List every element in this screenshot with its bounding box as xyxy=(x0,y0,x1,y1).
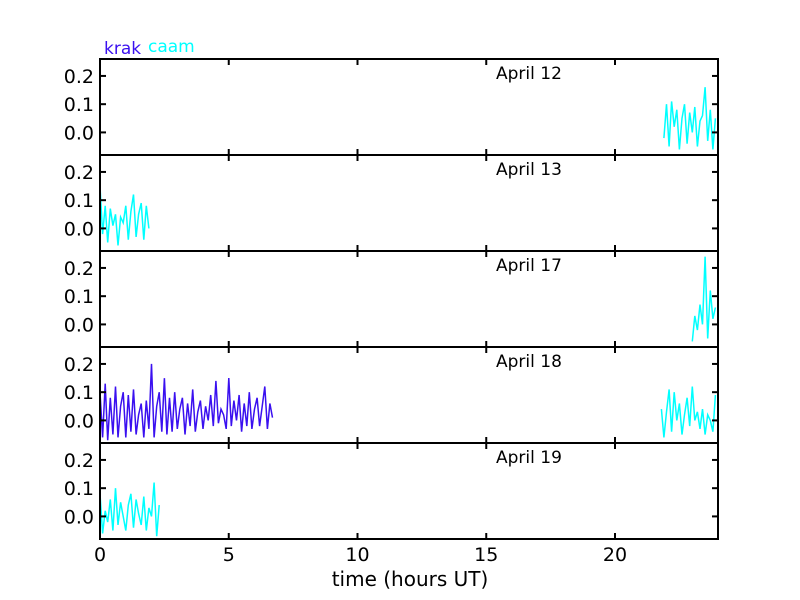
legend-label-caam: caam xyxy=(148,37,195,57)
x-axis: 0 5 10 15 20 xyxy=(94,544,627,566)
y-tick-label: 0.0 xyxy=(64,506,94,528)
y-tick-label: 0.2 xyxy=(64,354,94,376)
y-tick-label: 0.1 xyxy=(64,286,94,308)
legend-label-krak: krak xyxy=(104,39,141,59)
x-tick-label: 20 xyxy=(603,544,627,566)
y-tick-label: 0.2 xyxy=(64,162,94,184)
x-tick-label: 10 xyxy=(345,544,369,566)
panel-date-label: April 18 xyxy=(496,352,562,372)
panel-4: 0.0 0.1 0.2 April 18 xyxy=(64,346,719,444)
x-tick-label: 15 xyxy=(474,544,498,566)
y-tick-label: 0.2 xyxy=(64,450,94,472)
y-tick-label: 0.0 xyxy=(64,218,94,240)
y-tick-label: 0.0 xyxy=(64,122,94,144)
panel-1: 0.0 0.1 0.2 April 12 xyxy=(64,58,719,156)
series-line-krak xyxy=(100,363,274,441)
y-tick-label: 0.0 xyxy=(64,314,94,336)
legend: krak caam xyxy=(104,37,195,59)
panel-frame xyxy=(99,250,719,348)
panel-frame xyxy=(99,154,719,252)
y-tick-label: 0.1 xyxy=(64,190,94,212)
panel-2: 0.0 0.1 0.2 April 13 xyxy=(64,154,719,252)
panel-date-label: April 12 xyxy=(496,64,562,84)
y-tick-label: 0.2 xyxy=(64,258,94,280)
y-tick-label: 0.2 xyxy=(64,66,94,88)
x-tick-label: 5 xyxy=(223,544,235,566)
y-tick-label: 0.0 xyxy=(64,410,94,432)
panels: 0.0 0.1 0.2 April 12 0.0 0.1 0.2 April 13 0.0 0.1… xyxy=(64,58,719,540)
panel-date-label: April 19 xyxy=(496,448,562,468)
panel-frame xyxy=(99,442,719,540)
series-line-caam xyxy=(100,482,160,537)
panel-5: 0.0 0.1 0.2 April 19 xyxy=(64,442,719,540)
panel-frame xyxy=(99,58,719,156)
panel-date-label: April 13 xyxy=(496,160,562,180)
series-line-caam xyxy=(660,386,717,438)
x-axis-label: time (hours UT) xyxy=(332,567,489,591)
series-line-caam xyxy=(663,87,717,150)
panel-3: 0.0 0.1 0.2 April 17 xyxy=(64,250,719,348)
y-tick-label: 0.1 xyxy=(64,94,94,116)
panel-date-label: April 17 xyxy=(496,256,562,276)
x-tick-label: 0 xyxy=(94,544,106,566)
y-tick-label: 0.1 xyxy=(64,478,94,500)
y-tick-label: 0.1 xyxy=(64,382,94,404)
series-line-caam xyxy=(691,256,717,342)
series-line-caam xyxy=(100,186,150,246)
